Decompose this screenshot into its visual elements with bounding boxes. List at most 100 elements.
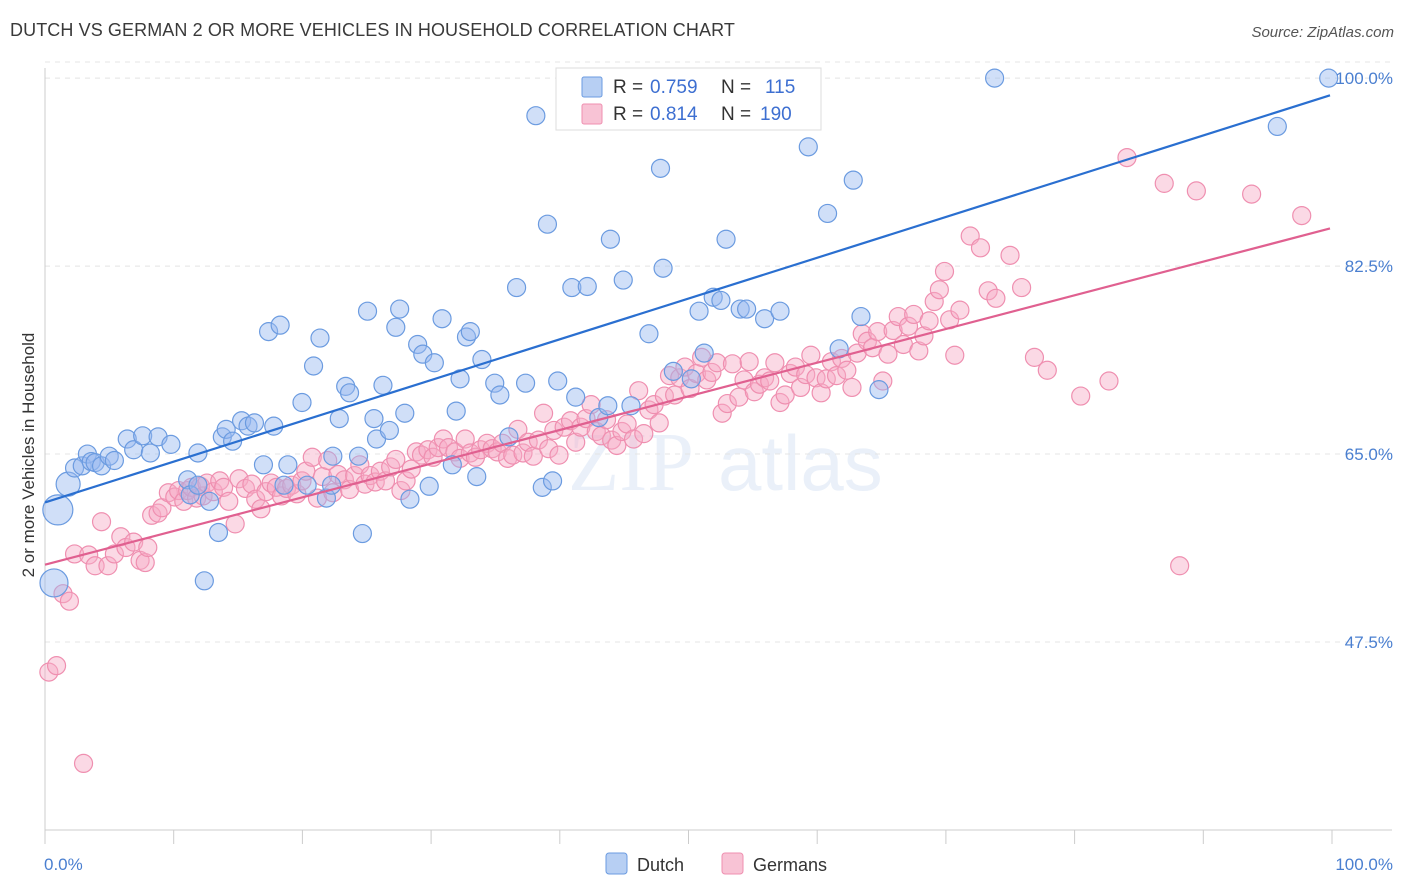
source-label: Source: ZipAtlas.com: [1251, 24, 1394, 41]
dutch-point-96: [730, 299, 750, 319]
german-point-179: [1011, 277, 1032, 298]
german-point-185: [1154, 173, 1174, 193]
dutch-point-22: [208, 522, 229, 543]
german-point-112: [634, 424, 654, 444]
german-point-86: [498, 448, 518, 468]
dutch-point-34: [278, 455, 298, 475]
dutch-point-13: [140, 443, 160, 463]
dutch-point-84: [613, 270, 633, 290]
dutch-n-label: N =: [721, 77, 751, 98]
dutch-point-71: [506, 277, 527, 298]
y-tick-label-3: 100.0%: [1335, 69, 1393, 88]
german-point-188: [1242, 184, 1262, 204]
dutch-point-36: [297, 475, 317, 495]
dutch-point-103: [843, 170, 863, 190]
dutch-point-87: [650, 158, 671, 178]
dutch-point-24: [216, 419, 236, 439]
german-point-5: [73, 753, 94, 774]
german-point-0: [39, 662, 59, 682]
dutch-point-90: [681, 369, 701, 389]
dutch-point-73: [526, 106, 546, 126]
dutch-point-17: [180, 485, 200, 505]
dutch-point-44: [339, 383, 360, 403]
watermark-atlas: atlas: [718, 419, 883, 507]
dutch-point-48: [364, 409, 384, 429]
german-point-89: [513, 443, 533, 463]
german-point-157: [868, 322, 888, 342]
german-point-186: [1170, 556, 1190, 576]
dutch-legend-swatch: [581, 76, 603, 98]
german-point-130: [729, 387, 749, 407]
german-point-147: [816, 369, 836, 389]
dutch-point-56: [408, 334, 428, 355]
german-point-145: [806, 368, 826, 388]
dutch-point-33: [274, 475, 294, 495]
german-point-65: [386, 449, 406, 470]
dutch-point-52: [386, 317, 406, 337]
dutch-point-46: [352, 523, 372, 544]
dutch-point-89: [663, 361, 683, 381]
german-point-94: [539, 439, 559, 459]
y-tick-label-2: 82.5%: [1345, 257, 1393, 276]
grid-lines: [45, 61, 1390, 643]
dutch-point-94: [711, 290, 731, 311]
axes: [44, 68, 1392, 844]
dutch-point-55: [400, 489, 420, 509]
dutch-point-108: [1319, 68, 1339, 88]
german-point-111: [629, 381, 649, 401]
german-point-169: [929, 280, 949, 300]
dutch-point-75: [537, 214, 558, 234]
german-point-168: [924, 291, 944, 312]
german-point-15: [135, 552, 155, 573]
dutch-point-98: [754, 309, 775, 329]
x-tick-label-0: 0.0%: [44, 855, 83, 874]
german-point-8: [91, 512, 112, 532]
y-tick-label-0: 47.5%: [1345, 633, 1393, 652]
dutch-point-64: [456, 327, 477, 347]
german-point-137: [765, 353, 785, 373]
german-point-173: [950, 300, 970, 320]
german-point-110: [623, 429, 644, 449]
dutch-points: [39, 68, 1339, 598]
dutch-series-label: Dutch: [637, 855, 684, 875]
dutch-point-41: [323, 446, 343, 466]
dutch-point-30: [258, 322, 279, 342]
german-point-115: [649, 413, 669, 433]
dutch-point-79: [566, 387, 586, 407]
german-point-1: [46, 656, 67, 676]
dutch-point-60: [432, 309, 452, 329]
dutch-point-58: [419, 476, 439, 496]
stats-legend: R = 0.759 N = 115 R = 0.814 N = 190: [555, 67, 822, 131]
german-series-label: Germans: [753, 855, 827, 875]
german-point-159: [878, 344, 898, 364]
german-point-67: [396, 471, 416, 491]
dutch-point-65: [460, 322, 480, 342]
german-point-187: [1186, 181, 1206, 201]
dutch-point-38: [310, 328, 330, 348]
german-legend-swatch: [581, 103, 603, 125]
german-n-value: 190: [760, 104, 792, 125]
dutch-point-10: [117, 429, 137, 449]
trend-lines: [44, 94, 1331, 566]
german-point-127: [712, 403, 732, 423]
german-point-175: [970, 238, 991, 258]
dutch-point-18: [188, 475, 208, 495]
dutch-point-51: [379, 420, 399, 441]
german-point-132: [739, 352, 759, 372]
dutch-point-100: [798, 137, 818, 157]
dutch-point-21: [199, 491, 220, 511]
german-point-161: [888, 306, 908, 327]
german-n-label: N =: [721, 104, 751, 125]
german-point-166: [914, 326, 934, 346]
dutch-point-107: [1267, 116, 1287, 137]
dutch-point-68: [485, 373, 505, 393]
german-point-9: [98, 556, 118, 576]
german-trend-line: [44, 227, 1331, 566]
dutch-point-91: [689, 301, 709, 321]
german-point-93: [533, 403, 554, 423]
dutch-point-11: [124, 440, 144, 460]
german-point-33: [219, 491, 239, 511]
dutch-point-77: [548, 371, 568, 391]
dutch-point-32: [270, 315, 290, 335]
dutch-point-76: [542, 471, 563, 491]
